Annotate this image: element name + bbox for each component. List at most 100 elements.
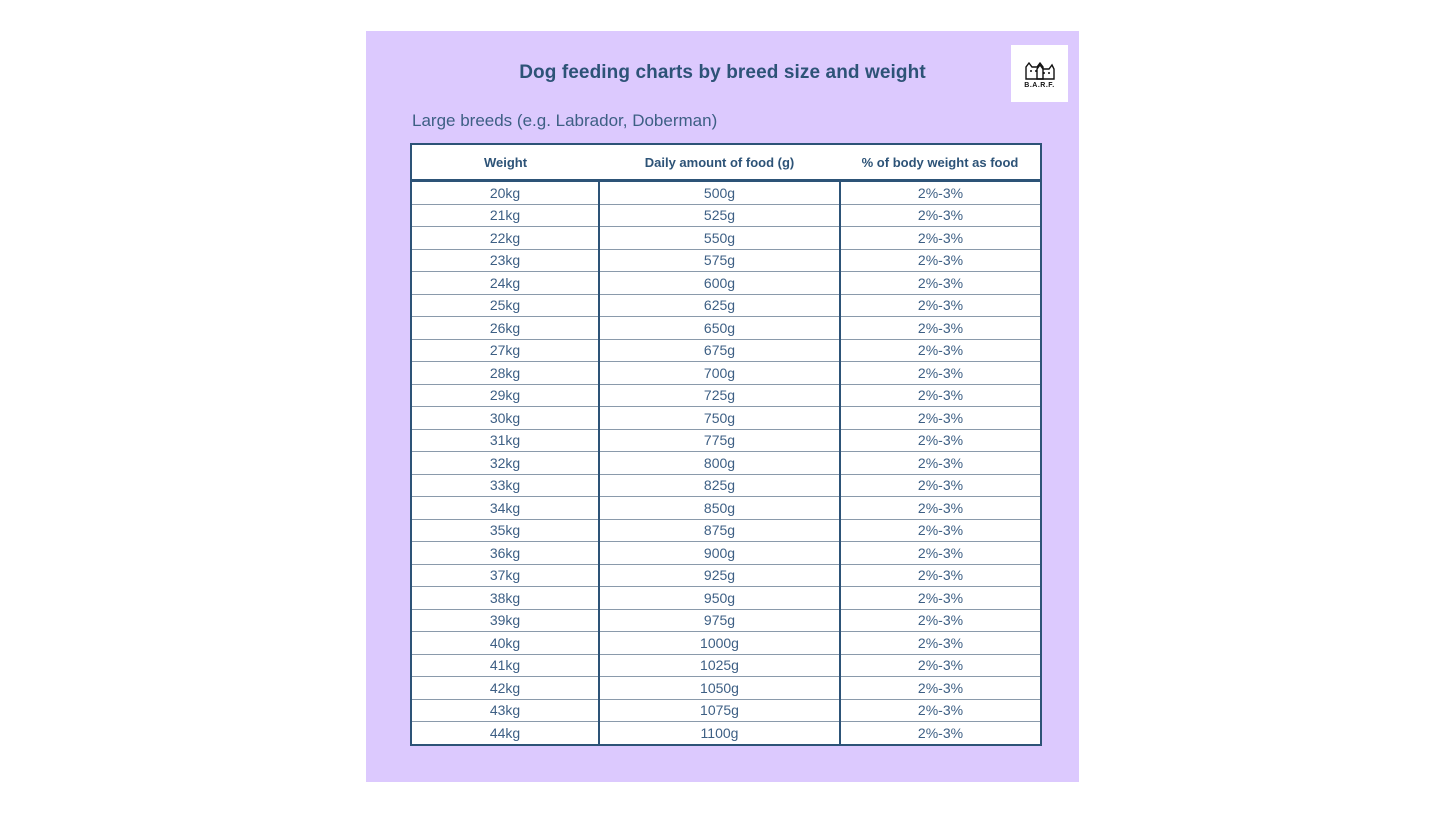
header-daily-amount: Daily amount of food (g) bbox=[599, 144, 840, 182]
cell-daily-amount: 1075g bbox=[599, 699, 841, 722]
cell-weight: 39kg bbox=[411, 609, 600, 632]
cell-daily-amount: 650g bbox=[599, 316, 841, 340]
cell-percent: 2%-3% bbox=[840, 496, 1041, 520]
cell-weight: 30kg bbox=[411, 406, 600, 430]
table-row: 41kg 1025g 2%-3% bbox=[411, 654, 1041, 677]
cell-weight: 24kg bbox=[411, 271, 600, 295]
cell-weight: 28kg bbox=[411, 361, 600, 385]
cell-percent: 2%-3% bbox=[840, 654, 1041, 677]
cell-weight: 32kg bbox=[411, 451, 600, 475]
table-row: 23kg 575g 2%-3% bbox=[411, 249, 1041, 272]
table-row: 34kg 850g 2%-3% bbox=[411, 496, 1041, 520]
cell-percent: 2%-3% bbox=[840, 519, 1041, 542]
cell-weight: 31kg bbox=[411, 429, 600, 452]
cell-percent: 2%-3% bbox=[840, 294, 1041, 317]
cell-weight: 43kg bbox=[411, 699, 600, 722]
feeding-table: Weight Daily amount of food (g) % of bod… bbox=[410, 143, 1042, 746]
table-row: 29kg 725g 2%-3% bbox=[411, 384, 1041, 407]
cell-percent: 2%-3% bbox=[840, 676, 1041, 700]
cell-daily-amount: 500g bbox=[599, 180, 841, 205]
page-title: Dog feeding charts by breed size and wei… bbox=[519, 62, 926, 83]
cell-weight: 23kg bbox=[411, 249, 600, 272]
table-row: 25kg 625g 2%-3% bbox=[411, 294, 1041, 317]
table-row: 30kg 750g 2%-3% bbox=[411, 406, 1041, 430]
cell-weight: 41kg bbox=[411, 654, 600, 677]
cell-weight: 22kg bbox=[411, 226, 600, 250]
cell-percent: 2%-3% bbox=[840, 609, 1041, 632]
cell-percent: 2%-3% bbox=[840, 204, 1041, 227]
cell-percent: 2%-3% bbox=[840, 180, 1041, 205]
cell-daily-amount: 925g bbox=[599, 564, 841, 587]
table-row: 44kg 1100g 2%-3% bbox=[411, 721, 1041, 745]
table-header-row: Weight Daily amount of food (g) % of bod… bbox=[411, 144, 1041, 182]
cell-percent: 2%-3% bbox=[840, 474, 1041, 497]
barf-logo: B.A.R.F. bbox=[1011, 45, 1068, 102]
table-row: 38kg 950g 2%-3% bbox=[411, 586, 1041, 610]
cell-daily-amount: 700g bbox=[599, 361, 841, 385]
table-row: 33kg 825g 2%-3% bbox=[411, 474, 1041, 497]
table-row: 24kg 600g 2%-3% bbox=[411, 271, 1041, 295]
section-subtitle: Large breeds (e.g. Labrador, Doberman) bbox=[412, 111, 718, 130]
cell-weight: 26kg bbox=[411, 316, 600, 340]
cell-daily-amount: 625g bbox=[599, 294, 841, 317]
cell-daily-amount: 825g bbox=[599, 474, 841, 497]
cell-percent: 2%-3% bbox=[840, 564, 1041, 587]
cell-percent: 2%-3% bbox=[840, 451, 1041, 475]
table-row: 43kg 1075g 2%-3% bbox=[411, 699, 1041, 722]
cell-percent: 2%-3% bbox=[840, 316, 1041, 340]
cell-weight: 21kg bbox=[411, 204, 600, 227]
table-row: 28kg 700g 2%-3% bbox=[411, 361, 1041, 385]
table-body: 20kg 500g 2%-3% 21kg 525g 2%-3% 22kg 550g 2%-3% 2… bbox=[411, 180, 1041, 745]
logo-text: B.A.R.F. bbox=[1024, 81, 1055, 89]
table-row: 42kg 1050g 2%-3% bbox=[411, 676, 1041, 700]
cell-weight: 20kg bbox=[411, 180, 600, 205]
cell-weight: 27kg bbox=[411, 339, 600, 362]
table-row: 37kg 925g 2%-3% bbox=[411, 564, 1041, 587]
cell-weight: 29kg bbox=[411, 384, 600, 407]
cell-daily-amount: 800g bbox=[599, 451, 841, 475]
cell-weight: 42kg bbox=[411, 676, 600, 700]
table-row: 20kg 500g 2%-3% bbox=[411, 180, 1041, 205]
cell-weight: 40kg bbox=[411, 631, 600, 655]
cell-daily-amount: 725g bbox=[599, 384, 841, 407]
table-row: 35kg 875g 2%-3% bbox=[411, 519, 1041, 542]
table-row: 21kg 525g 2%-3% bbox=[411, 204, 1041, 227]
cell-weight: 35kg bbox=[411, 519, 600, 542]
cell-percent: 2%-3% bbox=[840, 384, 1041, 407]
cell-daily-amount: 1100g bbox=[599, 721, 841, 745]
cell-daily-amount: 875g bbox=[599, 519, 841, 542]
cell-daily-amount: 550g bbox=[599, 226, 841, 250]
cell-daily-amount: 1025g bbox=[599, 654, 841, 677]
cell-percent: 2%-3% bbox=[840, 631, 1041, 655]
header-weight: Weight bbox=[411, 144, 599, 182]
table-row: 26kg 650g 2%-3% bbox=[411, 316, 1041, 340]
cell-weight: 38kg bbox=[411, 586, 600, 610]
cell-percent: 2%-3% bbox=[840, 406, 1041, 430]
cell-percent: 2%-3% bbox=[840, 339, 1041, 362]
table-row: 27kg 675g 2%-3% bbox=[411, 339, 1041, 362]
cell-daily-amount: 600g bbox=[599, 271, 841, 295]
cell-weight: 34kg bbox=[411, 496, 600, 520]
cell-percent: 2%-3% bbox=[840, 541, 1041, 565]
cell-percent: 2%-3% bbox=[840, 249, 1041, 272]
cell-daily-amount: 1050g bbox=[599, 676, 841, 700]
cell-daily-amount: 950g bbox=[599, 586, 841, 610]
cell-daily-amount: 750g bbox=[599, 406, 841, 430]
cell-percent: 2%-3% bbox=[840, 271, 1041, 295]
cell-weight: 33kg bbox=[411, 474, 600, 497]
cell-daily-amount: 575g bbox=[599, 249, 841, 272]
table-row: 36kg 900g 2%-3% bbox=[411, 541, 1041, 565]
cell-daily-amount: 900g bbox=[599, 541, 841, 565]
cell-weight: 44kg bbox=[411, 721, 600, 745]
header-percent-body-weight: % of body weight as food bbox=[840, 144, 1041, 182]
cell-daily-amount: 525g bbox=[599, 204, 841, 227]
cell-weight: 37kg bbox=[411, 564, 600, 587]
cell-percent: 2%-3% bbox=[840, 429, 1041, 452]
cell-daily-amount: 675g bbox=[599, 339, 841, 362]
feeding-chart-card: Dog feeding charts by breed size and wei… bbox=[366, 31, 1079, 782]
table-row: 31kg 775g 2%-3% bbox=[411, 429, 1041, 452]
dog-cat-icon bbox=[1024, 61, 1055, 80]
cell-percent: 2%-3% bbox=[840, 361, 1041, 385]
table-row: 39kg 975g 2%-3% bbox=[411, 609, 1041, 632]
cell-daily-amount: 975g bbox=[599, 609, 841, 632]
